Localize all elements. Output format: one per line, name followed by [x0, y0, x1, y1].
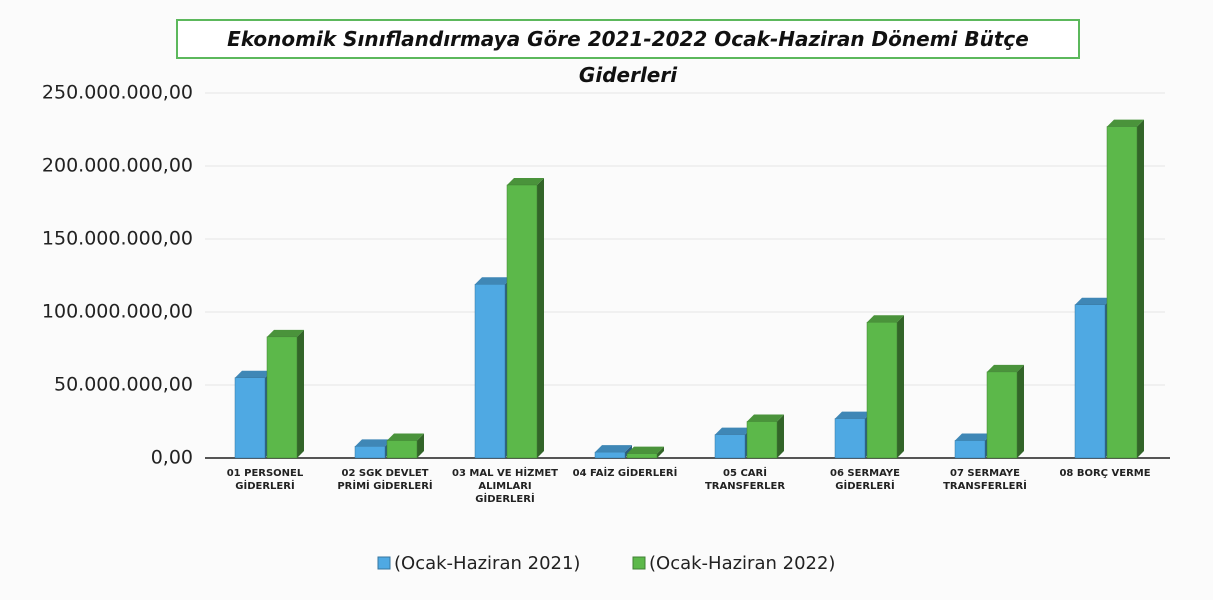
bar-top: [747, 414, 784, 422]
bar-side: [417, 433, 424, 458]
bar: [354, 446, 386, 459]
bar: [386, 440, 418, 459]
bar: [714, 434, 746, 459]
bar-top: [475, 277, 512, 285]
bar: [954, 440, 986, 459]
bar-top: [595, 445, 632, 453]
bar-top: [1107, 119, 1144, 127]
bar-side: [897, 315, 904, 458]
y-tick-label: 250.000.000,00: [42, 82, 193, 104]
bar-top: [867, 315, 904, 323]
bar-top: [987, 364, 1024, 372]
y-tick-label: 200.000.000,00: [42, 155, 193, 177]
legend-label: (Ocak-Haziran 2022): [649, 553, 835, 574]
bar: [234, 377, 266, 459]
bar-side: [1137, 119, 1144, 458]
bar-top: [507, 177, 544, 185]
bar: [474, 284, 506, 459]
legend-swatch: [632, 556, 646, 570]
bar-top: [267, 329, 304, 337]
y-tick-label: 50.000.000,00: [54, 374, 193, 396]
bar-top: [627, 446, 664, 454]
bar: [594, 451, 626, 459]
bar: [986, 371, 1018, 459]
bar-top: [355, 439, 392, 447]
x-tick-label: 02 SGK DEVLET PRİMİ GİDERLERİ: [337, 468, 433, 492]
bar-side: [537, 177, 544, 459]
legend-swatch: [377, 556, 391, 570]
bar: [626, 453, 658, 459]
y-tick-label: 0,00: [151, 447, 193, 469]
legend-label: (Ocak-Haziran 2021): [394, 553, 580, 574]
x-tick-label: 03 MAL VE HİZMET ALIMLARI GİDERLERİ: [452, 468, 558, 505]
x-tick-label: 05 CARİ TRANSFERLER: [704, 468, 786, 492]
bar-top: [1075, 297, 1112, 305]
y-tick-label: 150.000.000,00: [42, 228, 193, 250]
bar: [1074, 304, 1106, 459]
bar: [506, 184, 538, 459]
bar-top: [235, 370, 272, 378]
bar-top: [835, 411, 872, 419]
x-tick-label: 06 SERMAYE GİDERLERİ: [830, 468, 900, 492]
x-tick-label: 08 BORÇ VERME: [1059, 468, 1151, 479]
bar-side: [657, 446, 664, 458]
x-tick-label: 07 SERMAYE TRANSFERLERİ: [943, 468, 1027, 492]
bar: [1106, 126, 1138, 459]
bar: [266, 336, 298, 459]
bar-top: [387, 433, 424, 441]
bar-side: [297, 329, 304, 458]
bar-top: [715, 427, 752, 435]
bar: [866, 321, 898, 459]
bar-side: [1017, 364, 1024, 458]
y-tick-label: 100.000.000,00: [42, 301, 193, 323]
x-tick-label: 04 FAİZ GİDERLERİ: [572, 468, 678, 479]
bar-top: [955, 433, 992, 441]
x-tick-label: 01 PERSONEL GİDERLERİ: [226, 468, 304, 492]
bar: [746, 421, 778, 459]
bar: [834, 418, 866, 459]
bar-side: [777, 414, 784, 458]
chart-title: Ekonomik Sınıflandırmaya Göre 2021-2022 …: [176, 19, 1080, 87]
